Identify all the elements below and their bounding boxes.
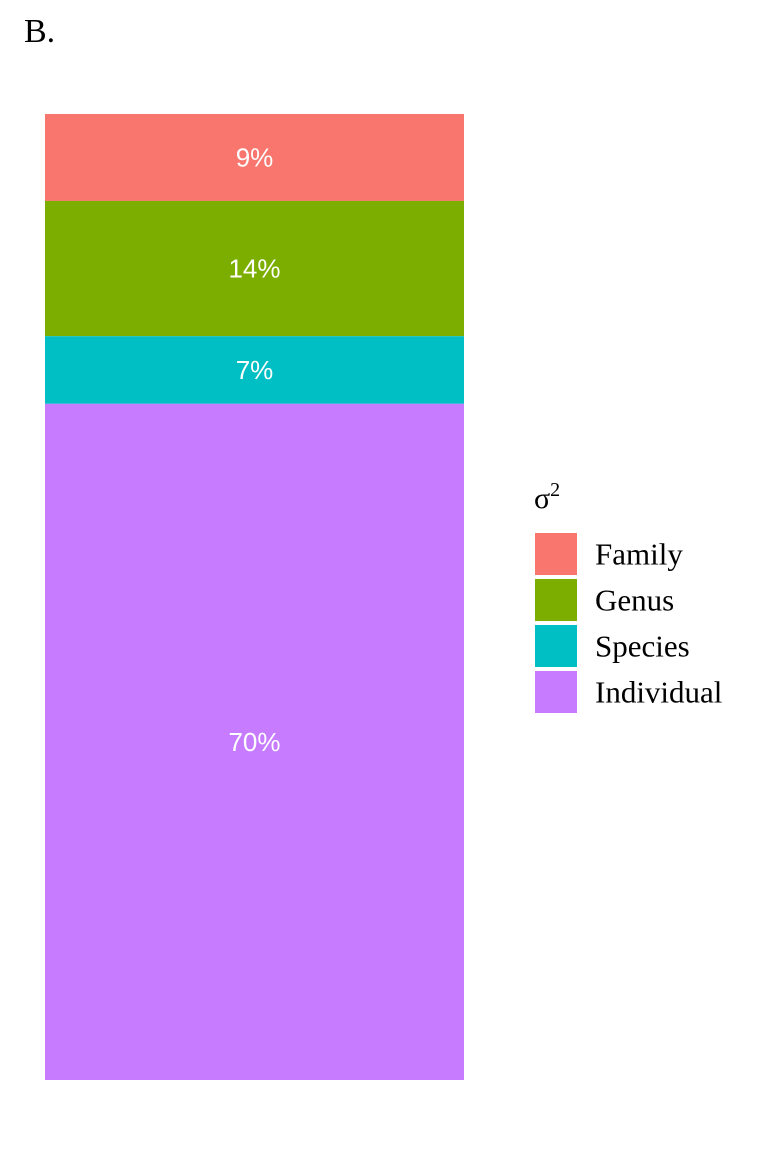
bar-segment-individual — [45, 403, 464, 1080]
data-label-individual: 70% — [228, 727, 280, 757]
legend: σ2 Family Genus Species Individual — [534, 479, 722, 713]
bar-segment-family — [45, 114, 464, 201]
data-label-family: 9% — [236, 142, 274, 172]
legend-items: Family Genus Species Individual — [535, 533, 722, 713]
legend-key-genus — [535, 579, 577, 621]
legend-label-species: Species — [595, 629, 690, 664]
data-label-genus: 14% — [228, 254, 280, 284]
bar-segment-species — [45, 336, 464, 404]
legend-label-genus: Genus — [595, 583, 674, 618]
stacked-bar: 9% 14% 7% 70% — [45, 114, 464, 1080]
legend-label-family: Family — [595, 537, 683, 572]
legend-label-individual: Individual — [595, 675, 722, 710]
legend-title-superscript: 2 — [550, 479, 560, 501]
panel-tag: B. — [24, 13, 55, 50]
bar-segment-genus — [45, 200, 464, 337]
legend-title: σ2 — [534, 479, 560, 515]
data-label-species: 7% — [236, 355, 274, 385]
legend-title-symbol: σ — [534, 482, 550, 515]
legend-key-individual — [535, 671, 577, 713]
legend-key-family — [535, 533, 577, 575]
legend-key-species — [535, 625, 577, 667]
